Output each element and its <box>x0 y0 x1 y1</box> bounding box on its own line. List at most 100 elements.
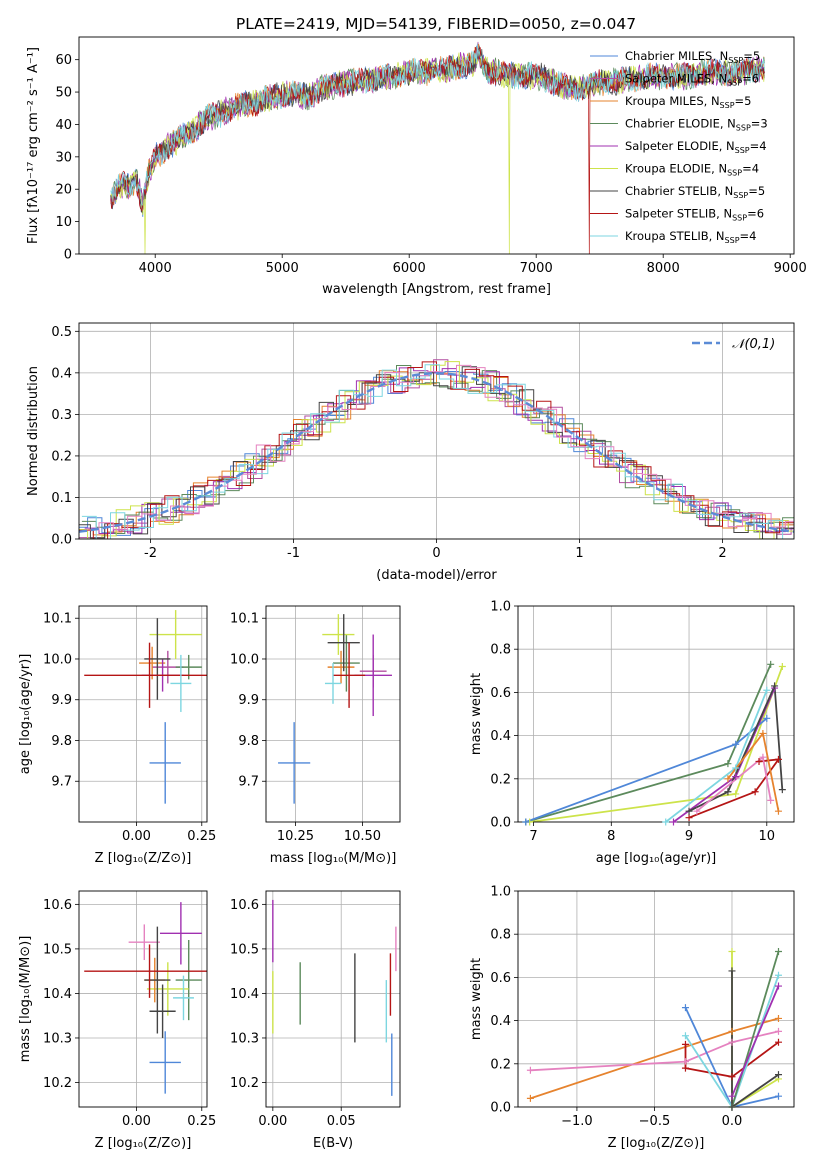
x-tick-label: 0.05 <box>327 1114 356 1129</box>
axes-frame <box>265 605 401 823</box>
y-tick-label: 9.9 <box>238 693 259 708</box>
x-tick-label: 6000 <box>393 261 426 276</box>
weight-marker <box>728 1073 736 1081</box>
y-tick-label: 10.5 <box>230 942 259 957</box>
y-tick-label: 0.2 <box>51 449 72 464</box>
axes-frame <box>78 605 208 823</box>
y-tick-label: 0.8 <box>490 928 511 943</box>
x-axis-label: E(B-V) <box>313 1136 353 1151</box>
y-tick-label: 0.8 <box>490 643 511 658</box>
x-tick-label: 2 <box>718 546 726 561</box>
x-axis-label: mass [log₁₀(M/M⊙)] <box>270 851 397 866</box>
weight-line-4 <box>684 974 780 1107</box>
y-axis-label: mass [log₁₀(M/M⊙)] <box>18 936 33 1063</box>
weight-line-1 <box>530 1030 779 1072</box>
weight-marker <box>767 796 775 804</box>
age-vs-metallicity-chart: 0.00 0.25 9.7 9.8 9.9 10.0 10.1 Z [log₁₀(Z/Z⊙)]… <box>18 605 216 866</box>
x-tick-label: 8 <box>607 829 615 844</box>
weight-marker <box>728 1027 736 1035</box>
weight-marker <box>767 660 775 668</box>
weight-marker <box>685 807 693 815</box>
axes-frame <box>517 605 795 823</box>
legend-label: Chabrier ELODIE, NSSP=3 <box>625 117 768 133</box>
weight-marker <box>526 1094 534 1102</box>
weight-line-8 <box>731 970 780 1107</box>
figure-title: PLATE=2419, MJD=54139, FIBERID=0050, z=0… <box>236 15 636 33</box>
weight-marker <box>751 788 759 796</box>
legend-label: Kroupa MILES, NSSP=5 <box>625 94 751 110</box>
x-axis-label: Z [log₁₀(Z/Z⊙)] <box>95 851 192 866</box>
axes-frame <box>78 36 795 255</box>
x-tick-label: 10 <box>759 829 776 844</box>
x-tick-label: 7000 <box>520 261 553 276</box>
weight-marker <box>763 714 771 722</box>
weight-marker <box>771 682 779 690</box>
histogram-step-2 <box>79 370 794 536</box>
weight-marker <box>732 740 740 748</box>
weight-marker <box>778 662 786 670</box>
weight-marker <box>728 947 736 955</box>
y-tick-label: 10.4 <box>230 987 259 1002</box>
y-tick-label: 0 <box>64 248 72 263</box>
x-tick-label: 8000 <box>647 261 680 276</box>
weight-marker <box>728 967 736 975</box>
y-tick-label: 10.1 <box>43 612 72 627</box>
gaussian-curve <box>79 372 794 533</box>
y-tick-label: 30 <box>55 150 72 165</box>
x-axis-label: Z [log₁₀(Z/Z⊙)] <box>608 1136 705 1151</box>
y-tick-label: 0.4 <box>490 1014 511 1029</box>
weight-marker <box>732 773 740 781</box>
y-tick-label: 9.9 <box>51 693 72 708</box>
weight-marker <box>774 982 782 990</box>
x-tick-label: 1 <box>575 546 583 561</box>
weight-line-0 <box>525 663 772 822</box>
y-tick-label: 0.2 <box>490 772 511 787</box>
legend-label: Kroupa ELODIE, NSSP=4 <box>625 162 759 178</box>
y-tick-label: 0.6 <box>490 971 511 986</box>
y-tick-label: 10.3 <box>230 1031 259 1046</box>
x-axis-label: (data-model)/error <box>376 568 497 583</box>
y-tick-label: 0.1 <box>51 491 72 506</box>
y-tick-label: 10.2 <box>43 1076 72 1091</box>
weight-marker <box>681 1032 689 1040</box>
y-tick-label: 0.2 <box>490 1057 511 1072</box>
y-tick-label: 10.3 <box>43 1031 72 1046</box>
x-tick-label: -2 <box>144 546 157 561</box>
x-axis-label: wavelength [Angstrom, rest frame] <box>322 282 551 297</box>
x-tick-label: 0.0 <box>722 1114 743 1129</box>
weight-line-2 <box>684 1007 779 1107</box>
weight-marker <box>522 818 530 826</box>
legend-label: Kroupa STELIB, NSSP=4 <box>625 229 756 245</box>
weight-marker <box>669 818 677 826</box>
y-tick-label: 10.0 <box>230 652 259 667</box>
weight-marker <box>724 775 732 783</box>
x-tick-label: 0 <box>432 546 440 561</box>
weight-marker <box>732 790 740 798</box>
plot-area <box>266 606 400 822</box>
legend-label: 𝒩(0,1) <box>732 337 775 352</box>
x-tick-label: 5000 <box>266 261 299 276</box>
y-tick-label: 10.2 <box>230 1076 259 1091</box>
weight-marker <box>724 788 732 796</box>
weight-marker <box>755 758 763 766</box>
x-axis-label: age [log₁₀(age/yr)] <box>596 851 717 866</box>
axes-frame <box>78 890 208 1108</box>
histogram-step-3 <box>81 365 794 534</box>
y-tick-label: 10.6 <box>43 898 72 913</box>
legend-label: Salpeter ELODIE, NSSP=4 <box>625 139 767 155</box>
x-tick-label: 0.00 <box>258 1114 287 1129</box>
y-axis-label: mass weight <box>469 673 484 755</box>
weight-marker <box>774 755 782 763</box>
x-tick-label: −1.0 <box>561 1114 593 1129</box>
y-tick-label: 1.0 <box>490 885 511 900</box>
x-tick-label: 0.00 <box>122 829 151 844</box>
weight-marker <box>681 1058 689 1066</box>
weight-marker <box>724 760 732 768</box>
histogram-step-4 <box>84 367 794 534</box>
residual-histogram-chart: -2 -1 0 1 2 0.0 0.1 0.2 0.3 0.4 0.5 (data-model)/er… <box>26 322 795 583</box>
x-tick-label: 4000 <box>139 261 172 276</box>
x-tick-label: 0.25 <box>187 1114 216 1129</box>
plot-area <box>110 41 765 254</box>
weight-marker <box>759 753 767 761</box>
y-tick-label: 9.7 <box>51 775 72 790</box>
